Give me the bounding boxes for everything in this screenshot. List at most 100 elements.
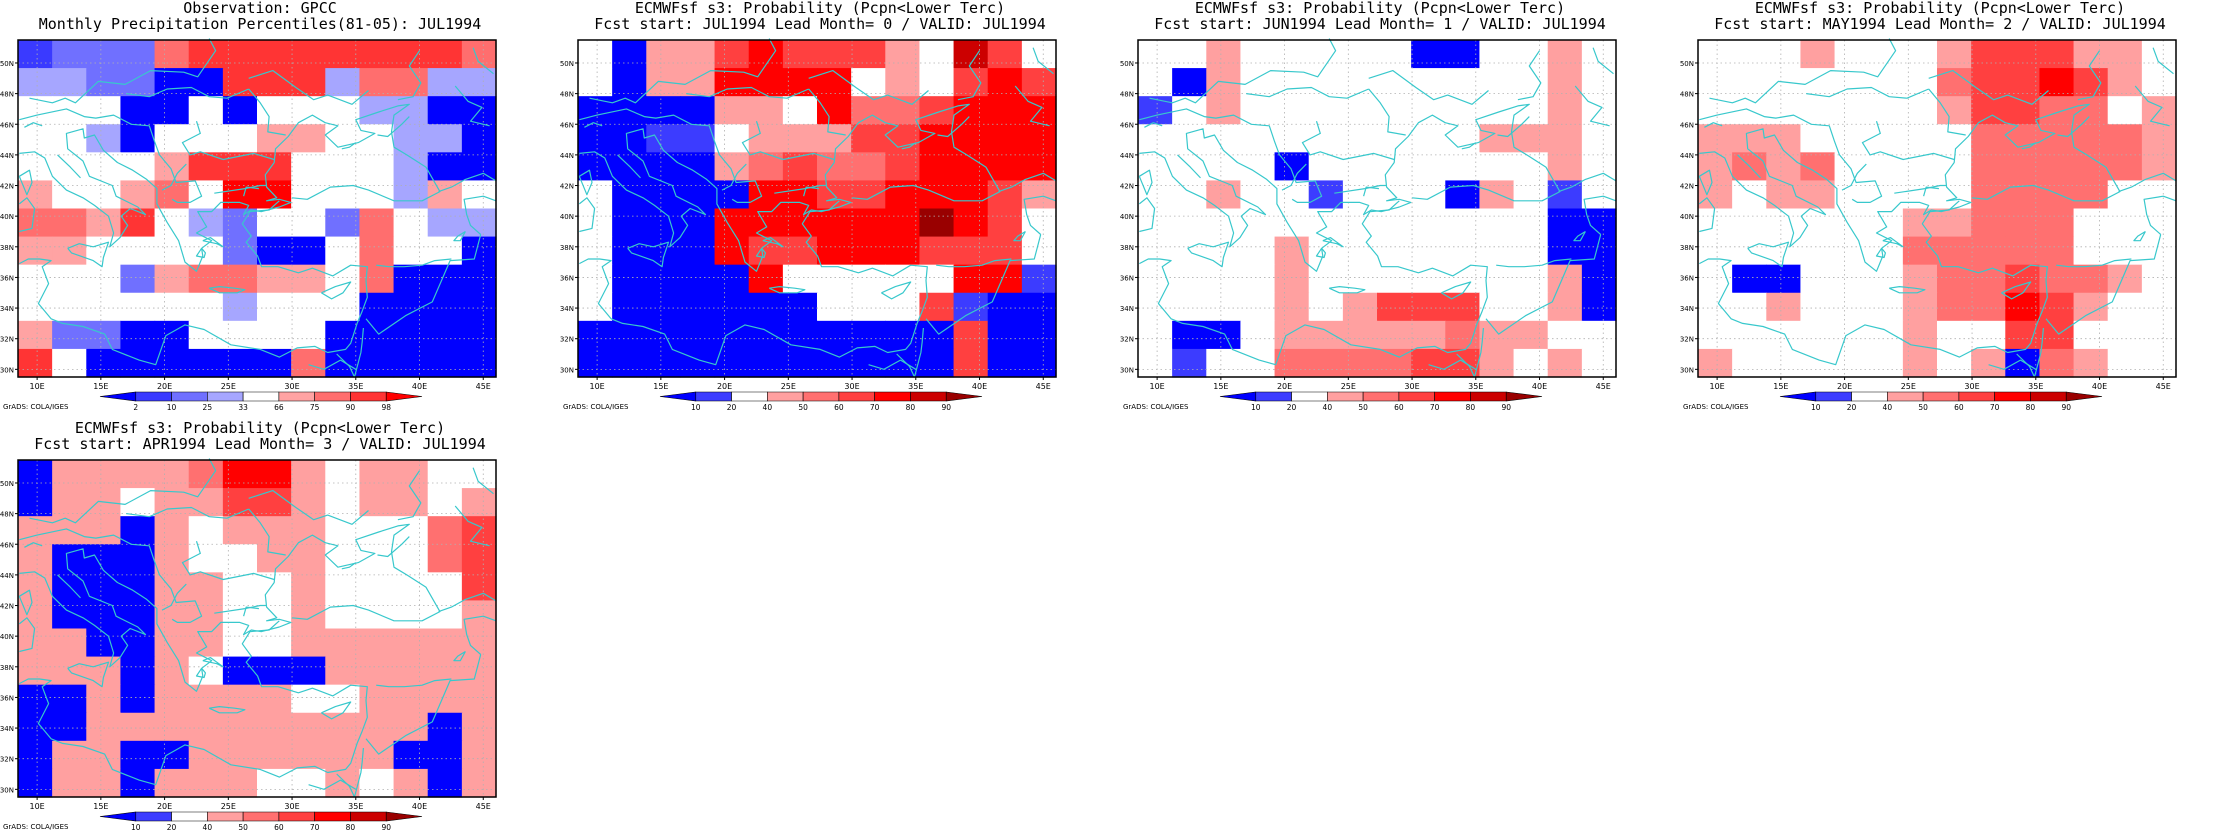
coastline [376, 258, 452, 268]
data-cell [154, 236, 190, 266]
data-cell [120, 96, 156, 125]
data-cell [1732, 264, 1767, 294]
data-cell [291, 488, 326, 517]
data-cell [86, 712, 122, 742]
data-cell [188, 740, 224, 770]
data-cell [291, 208, 326, 238]
data-cell [461, 768, 497, 798]
data-cell [1172, 348, 1207, 378]
colorbar-label: 70 [870, 403, 880, 412]
data-cell [748, 320, 784, 350]
data-cell [359, 264, 395, 294]
data-cell [1937, 96, 1972, 125]
colorbar-swatch [314, 391, 351, 402]
data-cell [427, 740, 463, 770]
coastline [741, 121, 835, 161]
grads-credit: GrADS: COLA/IGES [3, 403, 69, 411]
colorbar-swatch [767, 391, 804, 402]
coastline [365, 234, 482, 335]
data-cell [1377, 68, 1412, 97]
data-cell [52, 292, 87, 322]
coastline [1699, 200, 2048, 366]
colorbar-swatch [171, 811, 208, 822]
data-cell [885, 180, 921, 210]
data-cell [393, 208, 429, 238]
coastline [1368, 88, 1406, 136]
data-cell [2141, 68, 2177, 97]
x-tick-label: 15E [1213, 382, 1228, 391]
data-cell [1479, 320, 1515, 350]
coastline [1014, 85, 1050, 127]
data-cell [1240, 180, 1276, 210]
data-cell [1411, 124, 1446, 153]
data-cell [1445, 152, 1481, 182]
data-cell [1732, 208, 1767, 238]
data-cell [359, 68, 395, 97]
data-cell [1138, 348, 1173, 378]
data-cell [154, 96, 190, 125]
data-cell [953, 124, 989, 153]
colorbar-swatch [1922, 391, 1960, 402]
colorbar-swatch [874, 391, 911, 402]
colorbar: 10 20 40 50 60 70 80 90 [1779, 391, 2103, 412]
data-cell [2039, 348, 2075, 378]
coastline [1841, 163, 1867, 191]
coastline [181, 121, 275, 161]
data-cell [86, 208, 122, 238]
coastline [438, 172, 497, 193]
data-cell [782, 320, 818, 350]
data-cell [1547, 348, 1583, 378]
data-cell [919, 68, 955, 97]
data-cell [646, 40, 682, 69]
y-tick-label: 50N [1680, 60, 1694, 68]
data-cell [612, 320, 647, 350]
coastline [1144, 122, 1163, 128]
data-cell [461, 40, 497, 69]
data-cell [291, 628, 326, 658]
data-cell [222, 96, 258, 125]
data-cell [987, 68, 1023, 97]
data-cell [1206, 124, 1242, 153]
coastline [1737, 154, 1761, 179]
data-cell [1308, 152, 1344, 182]
data-cell [461, 180, 497, 210]
data-cell [1206, 264, 1242, 294]
x-tick-label: 10E [30, 382, 45, 391]
data-cell [86, 96, 122, 125]
data-cell [1868, 68, 1904, 97]
data-cell [1732, 68, 1767, 97]
data-cell [2141, 264, 2177, 294]
data-cell [52, 712, 87, 742]
data-cell [714, 40, 750, 69]
data-cell [1732, 180, 1767, 210]
data-cell [154, 460, 190, 489]
data-cell [1274, 348, 1310, 378]
coastline [1138, 197, 1156, 233]
data-cell [1411, 320, 1446, 350]
colorbar-swatch [1994, 391, 2031, 402]
panel-subtitle: Fcst start: JUN1994 Lead Month= 1 / VALI… [1154, 15, 1606, 33]
data-cell [359, 488, 395, 517]
colorbar-swatch [207, 811, 244, 822]
data-cell [646, 264, 682, 294]
data-cell [851, 124, 886, 153]
y-tick-label: 32N [1680, 336, 1694, 344]
data-cell [427, 572, 463, 602]
y-tick-label: 42N [0, 603, 14, 611]
data-cell [1698, 208, 1733, 238]
data-cell [1698, 292, 1733, 322]
data-cell [2141, 320, 2177, 350]
data-cell [154, 712, 190, 742]
data-cell [1766, 348, 1802, 378]
data-cell [2005, 68, 2041, 97]
coastline [438, 592, 497, 613]
data-cell [325, 348, 361, 378]
data-cell [646, 292, 682, 322]
panel-title: ECMWFsf s3: Probability (Pcpn<Lower Terc… [634, 0, 1006, 17]
data-cell [1800, 96, 1836, 125]
colorbar-label: 60 [834, 403, 844, 412]
data-cell [1834, 348, 1870, 378]
data-cell [86, 460, 122, 489]
data-cell [427, 96, 463, 125]
x-tick-label: 20E [1277, 382, 1292, 391]
